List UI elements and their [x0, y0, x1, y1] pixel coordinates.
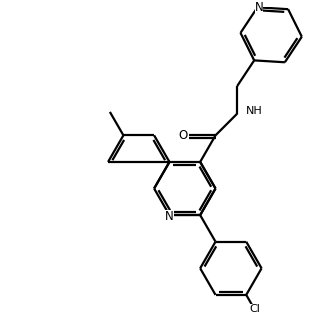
Text: NH: NH	[246, 106, 263, 116]
Text: N: N	[165, 209, 174, 222]
Text: N: N	[255, 1, 263, 14]
Text: O: O	[178, 129, 187, 142]
Text: Cl: Cl	[249, 304, 260, 314]
